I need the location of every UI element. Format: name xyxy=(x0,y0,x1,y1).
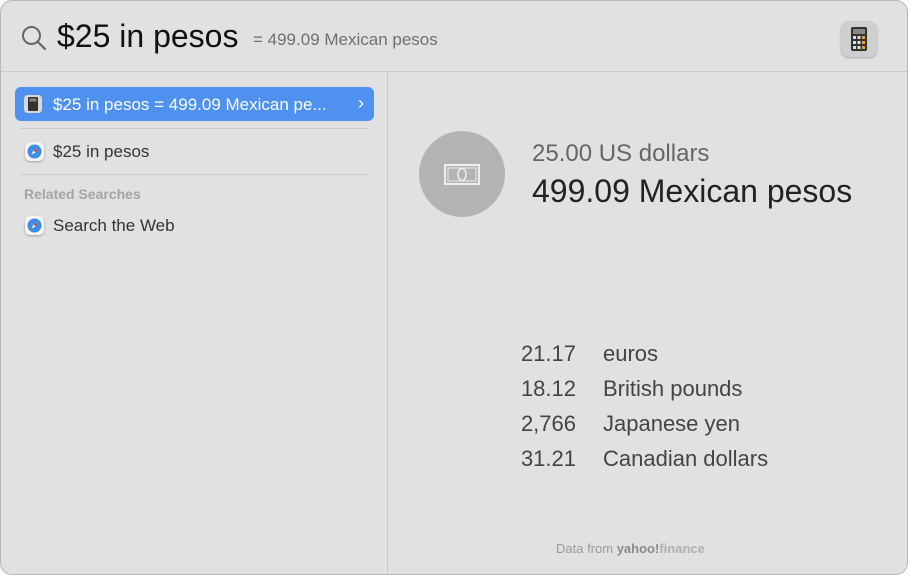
safari-icon xyxy=(25,216,44,235)
search-input[interactable]: $25 in pesos xyxy=(57,18,239,54)
result-label: Search the Web xyxy=(53,216,175,235)
divider xyxy=(21,174,368,175)
search-icon xyxy=(22,26,47,51)
finance-logo: finance xyxy=(659,541,705,556)
conversion-result: 499.09 Mexican pesos xyxy=(532,173,853,209)
chevron-right-icon[interactable]: › xyxy=(358,93,364,113)
data-source[interactable]: Data from yahoo!finance xyxy=(556,541,705,556)
inline-result: = 499.09 Mexican pesos xyxy=(253,30,438,49)
search-bar: $25 in pesos = 499.09 Mexican pesos xyxy=(1,1,907,72)
rate-value: 18.12 xyxy=(520,376,576,401)
banknote-icon xyxy=(419,131,505,217)
source-prefix: Data from xyxy=(556,541,614,556)
rate-currency: Japanese yen xyxy=(603,411,740,436)
divider xyxy=(21,128,368,129)
calculator-icon[interactable] xyxy=(841,21,877,57)
result-label: $25 in pesos xyxy=(53,142,150,161)
results-list: $25 in pesos = 499.09 Mexican pe... › $2… xyxy=(1,72,388,574)
yahoo-logo: yahoo! xyxy=(616,541,660,556)
calculator-icon xyxy=(24,95,42,113)
rate-currency: Canadian dollars xyxy=(603,446,769,471)
rate-value: 31.21 xyxy=(520,446,576,471)
conversion-from: 25.00 US dollars xyxy=(532,140,710,167)
result-item-conversion[interactable]: $25 in pesos = 499.09 Mexican pe... › xyxy=(15,87,374,121)
rate-value: 21.17 xyxy=(520,341,576,366)
result-label: $25 in pesos = 499.09 Mexican pe... xyxy=(53,95,327,114)
rate-currency: British pounds xyxy=(603,376,743,401)
rate-currency: euros xyxy=(603,341,659,366)
section-header: Related Searches xyxy=(24,186,141,202)
safari-icon xyxy=(25,142,44,161)
rate-value: 2,766 xyxy=(520,411,576,436)
